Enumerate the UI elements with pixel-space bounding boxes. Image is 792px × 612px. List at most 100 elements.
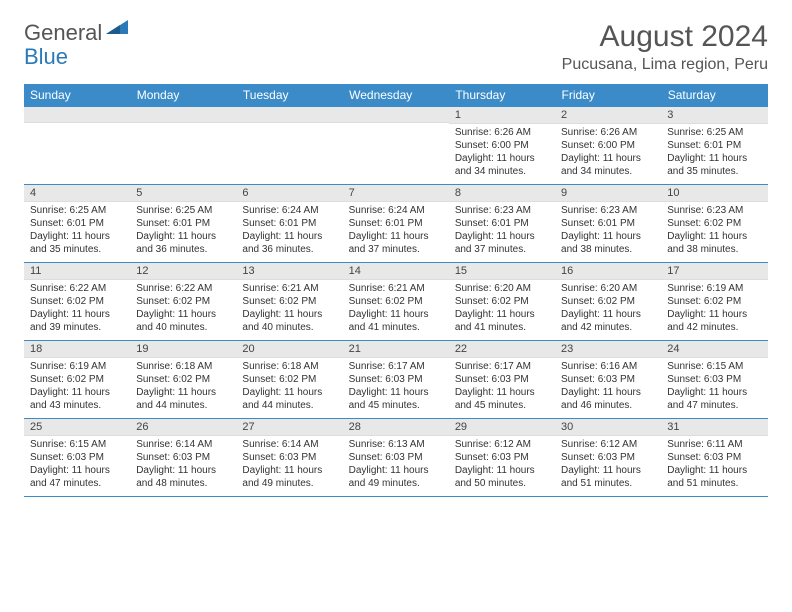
sunrise-text: Sunrise: 6:20 AM <box>561 282 655 295</box>
daylight-text: Daylight: 11 hours and 34 minutes. <box>561 152 655 178</box>
sunset-text: Sunset: 6:03 PM <box>136 451 230 464</box>
daylight-text: Daylight: 11 hours and 36 minutes. <box>242 230 336 256</box>
day-content: Sunrise: 6:13 AMSunset: 6:03 PMDaylight:… <box>343 436 449 496</box>
sunrise-text: Sunrise: 6:21 AM <box>349 282 443 295</box>
day-number: 14 <box>343 263 449 280</box>
daylight-text: Daylight: 11 hours and 47 minutes. <box>30 464 124 490</box>
day-content: Sunrise: 6:23 AMSunset: 6:01 PMDaylight:… <box>555 202 661 262</box>
day-number-empty <box>236 107 342 123</box>
day-content: Sunrise: 6:24 AMSunset: 6:01 PMDaylight:… <box>343 202 449 262</box>
day-content: Sunrise: 6:15 AMSunset: 6:03 PMDaylight:… <box>24 436 130 496</box>
sunrise-text: Sunrise: 6:21 AM <box>242 282 336 295</box>
logo: General <box>24 20 130 46</box>
day-number: 16 <box>555 263 661 280</box>
week-row: 1Sunrise: 6:26 AMSunset: 6:00 PMDaylight… <box>24 107 768 185</box>
sunset-text: Sunset: 6:02 PM <box>455 295 549 308</box>
day-content: Sunrise: 6:11 AMSunset: 6:03 PMDaylight:… <box>661 436 767 496</box>
location-text: Pucusana, Lima region, Peru <box>562 56 768 74</box>
day-cell: 15Sunrise: 6:20 AMSunset: 6:02 PMDayligh… <box>449 263 555 341</box>
daylight-text: Daylight: 11 hours and 35 minutes. <box>30 230 124 256</box>
daylight-text: Daylight: 11 hours and 47 minutes. <box>667 386 761 412</box>
day-cell: 26Sunrise: 6:14 AMSunset: 6:03 PMDayligh… <box>130 419 236 497</box>
sunset-text: Sunset: 6:01 PM <box>349 217 443 230</box>
calendar-table: SundayMondayTuesdayWednesdayThursdayFrid… <box>24 84 768 497</box>
sunrise-text: Sunrise: 6:26 AM <box>561 126 655 139</box>
day-header-saturday: Saturday <box>661 84 767 107</box>
day-cell: 7Sunrise: 6:24 AMSunset: 6:01 PMDaylight… <box>343 185 449 263</box>
day-content-empty <box>24 123 130 181</box>
daylight-text: Daylight: 11 hours and 51 minutes. <box>561 464 655 490</box>
day-number: 11 <box>24 263 130 280</box>
day-content: Sunrise: 6:26 AMSunset: 6:00 PMDaylight:… <box>449 124 555 184</box>
sunrise-text: Sunrise: 6:25 AM <box>667 126 761 139</box>
daylight-text: Daylight: 11 hours and 43 minutes. <box>30 386 124 412</box>
day-cell: 2Sunrise: 6:26 AMSunset: 6:00 PMDaylight… <box>555 107 661 185</box>
sunset-text: Sunset: 6:02 PM <box>561 295 655 308</box>
sunrise-text: Sunrise: 6:18 AM <box>242 360 336 373</box>
day-content: Sunrise: 6:25 AMSunset: 6:01 PMDaylight:… <box>130 202 236 262</box>
sunset-text: Sunset: 6:03 PM <box>242 451 336 464</box>
day-number: 7 <box>343 185 449 202</box>
day-content: Sunrise: 6:18 AMSunset: 6:02 PMDaylight:… <box>130 358 236 418</box>
sunrise-text: Sunrise: 6:25 AM <box>30 204 124 217</box>
daylight-text: Daylight: 11 hours and 45 minutes. <box>455 386 549 412</box>
day-number: 9 <box>555 185 661 202</box>
day-number: 2 <box>555 107 661 124</box>
day-content: Sunrise: 6:12 AMSunset: 6:03 PMDaylight:… <box>449 436 555 496</box>
day-number: 26 <box>130 419 236 436</box>
sunset-text: Sunset: 6:02 PM <box>667 217 761 230</box>
day-content: Sunrise: 6:21 AMSunset: 6:02 PMDaylight:… <box>343 280 449 340</box>
day-cell: 4Sunrise: 6:25 AMSunset: 6:01 PMDaylight… <box>24 185 130 263</box>
day-cell: 30Sunrise: 6:12 AMSunset: 6:03 PMDayligh… <box>555 419 661 497</box>
sunrise-text: Sunrise: 6:19 AM <box>667 282 761 295</box>
sunrise-text: Sunrise: 6:24 AM <box>349 204 443 217</box>
sunrise-text: Sunrise: 6:14 AM <box>242 438 336 451</box>
day-content: Sunrise: 6:24 AMSunset: 6:01 PMDaylight:… <box>236 202 342 262</box>
day-cell: 12Sunrise: 6:22 AMSunset: 6:02 PMDayligh… <box>130 263 236 341</box>
daylight-text: Daylight: 11 hours and 41 minutes. <box>455 308 549 334</box>
sunrise-text: Sunrise: 6:22 AM <box>30 282 124 295</box>
sunrise-text: Sunrise: 6:23 AM <box>667 204 761 217</box>
day-number-empty <box>130 107 236 123</box>
daylight-text: Daylight: 11 hours and 37 minutes. <box>455 230 549 256</box>
day-header-sunday: Sunday <box>24 84 130 107</box>
sunset-text: Sunset: 6:02 PM <box>349 295 443 308</box>
day-header-wednesday: Wednesday <box>343 84 449 107</box>
day-cell: 11Sunrise: 6:22 AMSunset: 6:02 PMDayligh… <box>24 263 130 341</box>
daylight-text: Daylight: 11 hours and 46 minutes. <box>561 386 655 412</box>
sunset-text: Sunset: 6:03 PM <box>667 451 761 464</box>
day-content-empty <box>343 123 449 181</box>
day-cell: 23Sunrise: 6:16 AMSunset: 6:03 PMDayligh… <box>555 341 661 419</box>
day-content: Sunrise: 6:26 AMSunset: 6:00 PMDaylight:… <box>555 124 661 184</box>
logo-text-blue: Blue <box>24 44 68 69</box>
day-cell: 28Sunrise: 6:13 AMSunset: 6:03 PMDayligh… <box>343 419 449 497</box>
day-number: 31 <box>661 419 767 436</box>
sunset-text: Sunset: 6:03 PM <box>561 373 655 386</box>
sunset-text: Sunset: 6:02 PM <box>136 373 230 386</box>
daylight-text: Daylight: 11 hours and 49 minutes. <box>349 464 443 490</box>
day-number: 24 <box>661 341 767 358</box>
day-number: 12 <box>130 263 236 280</box>
day-content: Sunrise: 6:16 AMSunset: 6:03 PMDaylight:… <box>555 358 661 418</box>
day-cell: 24Sunrise: 6:15 AMSunset: 6:03 PMDayligh… <box>661 341 767 419</box>
sunset-text: Sunset: 6:00 PM <box>455 139 549 152</box>
logo-triangle-icon <box>106 20 128 39</box>
sunset-text: Sunset: 6:03 PM <box>667 373 761 386</box>
day-content: Sunrise: 6:15 AMSunset: 6:03 PMDaylight:… <box>661 358 767 418</box>
sunset-text: Sunset: 6:02 PM <box>136 295 230 308</box>
sunrise-text: Sunrise: 6:19 AM <box>30 360 124 373</box>
day-content: Sunrise: 6:22 AMSunset: 6:02 PMDaylight:… <box>130 280 236 340</box>
day-content: Sunrise: 6:20 AMSunset: 6:02 PMDaylight:… <box>555 280 661 340</box>
day-content: Sunrise: 6:17 AMSunset: 6:03 PMDaylight:… <box>449 358 555 418</box>
day-number: 8 <box>449 185 555 202</box>
sunrise-text: Sunrise: 6:23 AM <box>561 204 655 217</box>
day-header-tuesday: Tuesday <box>236 84 342 107</box>
daylight-text: Daylight: 11 hours and 40 minutes. <box>136 308 230 334</box>
sunset-text: Sunset: 6:02 PM <box>667 295 761 308</box>
sunrise-text: Sunrise: 6:18 AM <box>136 360 230 373</box>
sunrise-text: Sunrise: 6:13 AM <box>349 438 443 451</box>
day-content: Sunrise: 6:20 AMSunset: 6:02 PMDaylight:… <box>449 280 555 340</box>
daylight-text: Daylight: 11 hours and 50 minutes. <box>455 464 549 490</box>
day-header-thursday: Thursday <box>449 84 555 107</box>
title-block: August 2024 Pucusana, Lima region, Peru <box>562 20 768 74</box>
